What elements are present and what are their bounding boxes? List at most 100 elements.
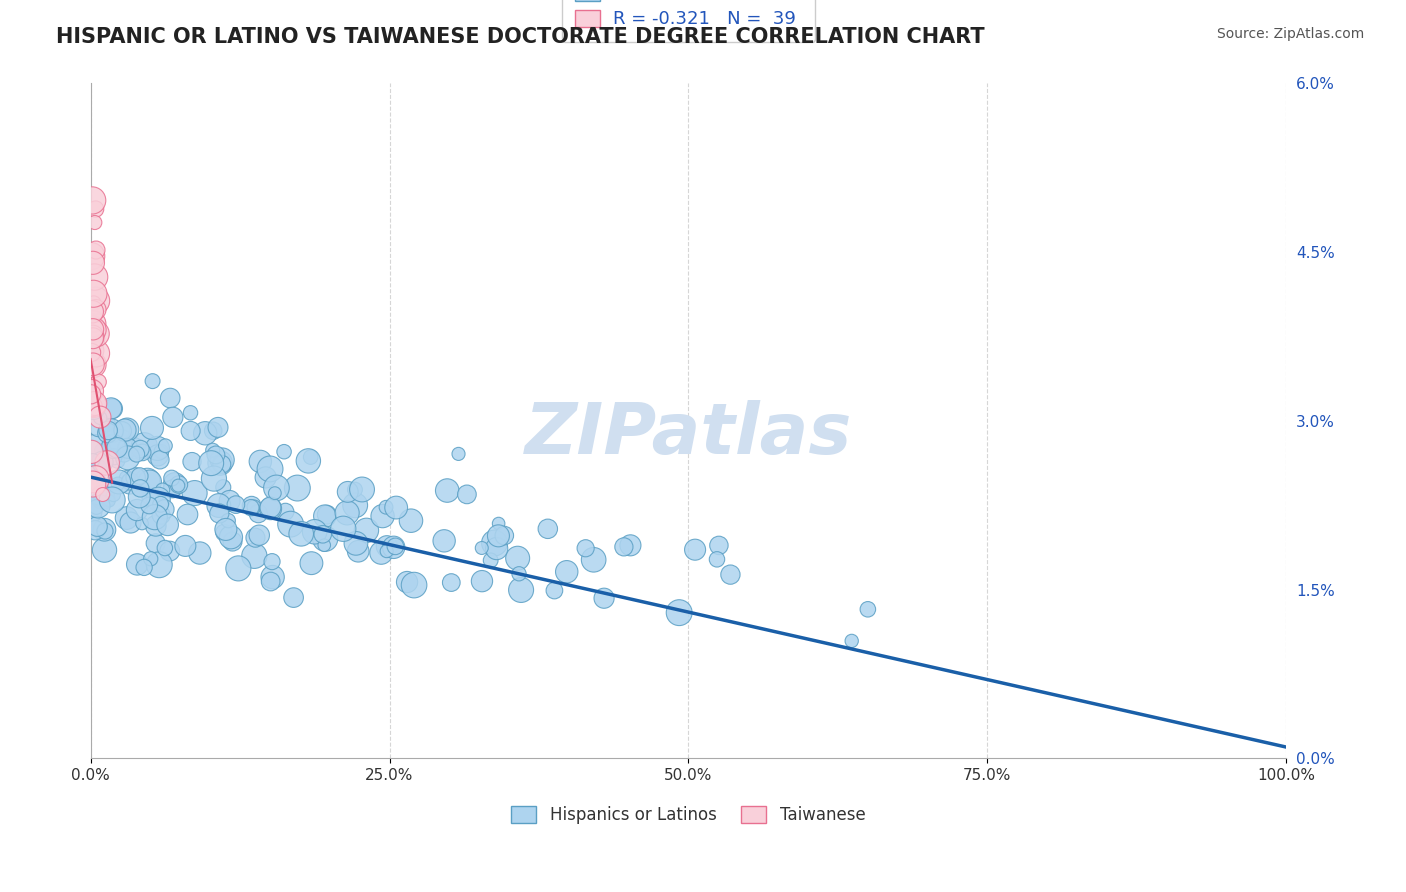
Point	[134, 439, 156, 453]
Point	[114, 423, 136, 437]
Point	[582, 553, 605, 567]
Point	[211, 453, 233, 467]
Point	[152, 483, 174, 497]
Point	[89, 410, 111, 425]
Point	[84, 302, 107, 317]
Point	[375, 544, 398, 558]
Point	[254, 470, 277, 484]
Point	[212, 480, 235, 494]
Point	[208, 507, 231, 521]
Point	[217, 514, 239, 528]
Legend: Hispanics or Latinos, Taiwanese: Hispanics or Latinos, Taiwanese	[505, 799, 872, 831]
Point	[80, 379, 103, 393]
Point	[156, 517, 179, 532]
Point	[239, 500, 262, 515]
Point	[484, 536, 506, 550]
Point	[80, 355, 103, 369]
Point	[86, 500, 108, 514]
Point	[211, 458, 233, 472]
Point	[247, 528, 270, 542]
Point	[83, 398, 105, 412]
Point	[82, 331, 104, 345]
Point	[494, 528, 516, 542]
Point	[385, 500, 408, 515]
Point	[285, 481, 308, 495]
Point	[433, 533, 456, 548]
Point	[122, 441, 145, 455]
Point	[183, 486, 205, 500]
Point	[375, 539, 398, 553]
Point	[245, 531, 267, 545]
Point	[84, 523, 107, 537]
Point	[115, 511, 138, 525]
Point	[212, 525, 235, 540]
Point	[93, 523, 115, 537]
Point	[181, 454, 204, 468]
Point	[447, 447, 470, 461]
Point	[314, 538, 336, 552]
Point	[87, 499, 110, 513]
Point	[543, 583, 565, 598]
Point	[139, 551, 162, 566]
Point	[132, 560, 155, 574]
Point	[471, 574, 494, 588]
Point	[259, 501, 281, 516]
Point	[299, 556, 322, 570]
Point	[83, 215, 105, 229]
Point	[167, 477, 190, 491]
Point	[205, 448, 228, 462]
Point	[103, 450, 125, 464]
Point	[93, 543, 115, 558]
Point	[315, 508, 337, 522]
Point	[219, 530, 242, 544]
Point	[440, 575, 463, 590]
Point	[83, 396, 105, 410]
Point	[436, 483, 458, 498]
Point	[247, 507, 270, 521]
Point	[297, 454, 319, 468]
Point	[82, 304, 104, 318]
Point	[107, 476, 129, 491]
Point	[149, 453, 172, 467]
Point	[240, 499, 263, 513]
Point	[150, 444, 173, 458]
Point	[117, 450, 139, 465]
Point	[370, 546, 392, 560]
Point	[274, 505, 297, 519]
Point	[707, 538, 730, 552]
Point	[180, 406, 202, 420]
Point	[118, 477, 141, 491]
Point	[249, 454, 271, 468]
Point	[153, 541, 176, 555]
Point	[194, 426, 217, 441]
Point	[83, 323, 105, 337]
Point	[683, 542, 706, 557]
Point	[266, 481, 288, 495]
Point	[263, 486, 285, 500]
Point	[90, 443, 112, 458]
Point	[86, 462, 108, 476]
Point	[125, 447, 148, 461]
Point	[720, 567, 742, 582]
Point	[259, 462, 281, 476]
Point	[201, 443, 224, 458]
Point	[89, 410, 111, 425]
Point	[555, 565, 578, 579]
Point	[84, 472, 107, 486]
Point	[167, 478, 190, 492]
Point	[110, 424, 132, 438]
Point	[273, 444, 295, 458]
Point	[146, 442, 169, 456]
Point	[80, 445, 103, 459]
Point	[314, 509, 336, 524]
Point	[82, 322, 104, 336]
Point	[162, 482, 184, 496]
Point	[343, 483, 366, 497]
Point	[148, 492, 170, 507]
Point	[336, 484, 359, 499]
Point	[142, 374, 165, 388]
Point	[619, 538, 641, 552]
Point	[283, 591, 305, 605]
Point	[488, 516, 510, 531]
Point	[80, 384, 103, 398]
